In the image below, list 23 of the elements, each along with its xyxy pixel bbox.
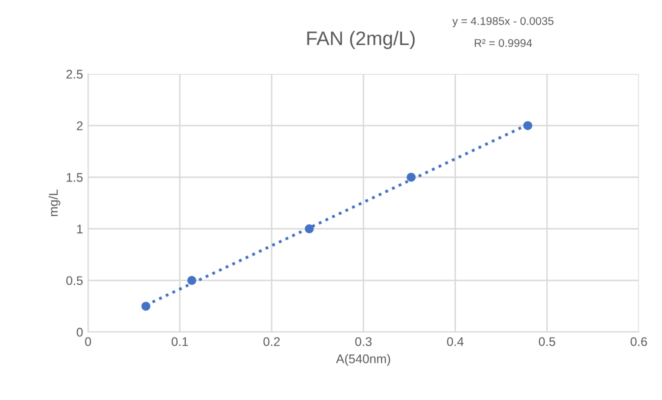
x-tick-label: 0.6 [630, 337, 647, 346]
y-tick-label: 1 [77, 224, 83, 234]
text: y = 4.1985x - 0.0035 [452, 17, 554, 28]
y-tick-label: 2.5 [66, 70, 83, 79]
point [523, 121, 532, 130]
x-tick-label: 0.3 [355, 337, 372, 346]
x-axis-title: A(540nm) [336, 354, 390, 366]
y-tick-label: 0 [76, 328, 83, 337]
x-tick-label: 0.1 [172, 337, 188, 346]
chart-title: FAN (2mg/L) [307, 30, 415, 50]
point [187, 276, 196, 285]
x-tick-label: 0.4 [447, 337, 464, 346]
y-tick-label: 0.5 [66, 276, 83, 286]
x-tick-label: 0.5 [538, 337, 556, 346]
text: R² = 0.9994 [474, 39, 532, 47]
point [406, 172, 416, 182]
y-tick-label: 1.5 [66, 173, 83, 182]
x-tick-label: 0 [85, 337, 92, 346]
point [141, 302, 150, 311]
y-axis-title: mg/L [48, 190, 60, 216]
x-tick-label: 0.2 [263, 337, 280, 346]
y-tick-label: 2 [76, 121, 83, 130]
point [304, 224, 314, 234]
